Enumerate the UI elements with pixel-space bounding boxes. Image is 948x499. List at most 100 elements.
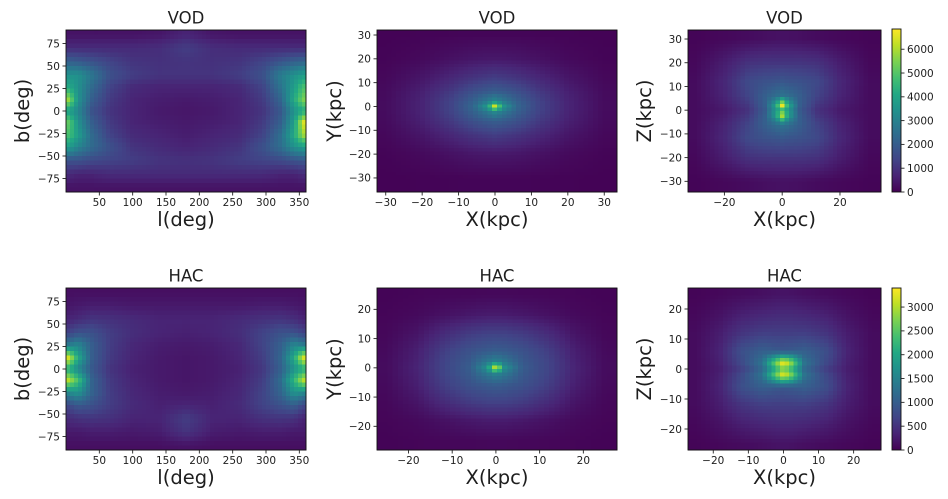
heatmap-cell xyxy=(497,161,503,166)
heatmap-cell xyxy=(194,129,199,134)
heatmap-cell xyxy=(740,58,746,63)
heatmap-cell xyxy=(506,107,512,112)
heatmap-cell xyxy=(530,181,536,186)
heatmap-cell xyxy=(607,36,613,41)
heatmap-cell xyxy=(190,75,195,80)
heatmap-cell xyxy=(569,30,575,34)
heatmap-cell xyxy=(86,52,91,58)
heatmap-cell xyxy=(802,54,807,59)
heatmap-cell xyxy=(415,63,421,68)
heatmap-cell xyxy=(718,37,724,41)
heatmap-cell xyxy=(206,30,211,35)
heatmap-cell xyxy=(178,66,183,71)
heatmap-cell xyxy=(530,43,536,48)
heatmap-cell xyxy=(381,87,387,92)
heatmap-cell xyxy=(66,120,71,125)
heatmap-cell xyxy=(158,57,163,62)
heatmap-cell xyxy=(230,169,235,175)
heatmap-cell xyxy=(138,70,143,76)
heatmap-cell xyxy=(396,138,402,142)
heatmap-cell xyxy=(434,181,440,186)
heatmap-cell xyxy=(377,154,383,159)
heatmap-cell xyxy=(401,104,407,108)
heatmap-cell xyxy=(82,147,87,152)
heatmap-cell xyxy=(497,131,503,135)
heatmap-cell xyxy=(444,63,450,68)
heatmap-cell xyxy=(564,104,570,108)
heatmap-cell xyxy=(258,93,263,98)
heatmap-cell xyxy=(226,111,231,116)
heatmap-cell xyxy=(578,60,584,65)
heatmap-cell xyxy=(242,88,247,94)
heatmap-cell xyxy=(258,102,263,107)
heatmap-cell xyxy=(146,52,151,58)
heatmap-cell xyxy=(588,67,594,71)
heatmap-cell xyxy=(501,138,507,142)
heatmap-cell xyxy=(727,33,733,38)
heatmap-cell xyxy=(126,97,131,103)
heatmap-cell xyxy=(377,161,383,166)
heatmap-cell xyxy=(182,174,187,179)
heatmap-cell xyxy=(162,115,167,121)
heatmap-cell xyxy=(463,181,469,186)
heatmap-cell xyxy=(569,67,575,71)
heatmap-cell xyxy=(230,165,235,170)
heatmap-cell xyxy=(218,174,223,179)
heatmap-cell xyxy=(166,187,171,193)
heatmap-cell xyxy=(106,70,111,76)
heatmap-cell xyxy=(198,156,203,161)
heatmap-cell xyxy=(545,90,551,95)
heatmap-cell xyxy=(749,30,755,34)
heatmap-cell xyxy=(578,151,584,156)
heatmap-cell xyxy=(463,43,469,48)
heatmap-cell xyxy=(82,129,87,134)
heatmap-cell xyxy=(823,37,829,41)
heatmap-cell xyxy=(453,67,459,71)
heatmap-cell xyxy=(262,169,267,175)
heatmap-cell xyxy=(578,100,584,105)
heatmap-cell xyxy=(82,160,87,166)
heatmap-cell xyxy=(198,88,203,94)
heatmap-cell xyxy=(158,30,163,35)
heatmap-cell xyxy=(612,127,618,132)
heatmap-cell xyxy=(274,120,279,125)
heatmap-cell xyxy=(302,75,307,80)
heatmap-cell xyxy=(593,188,599,193)
heatmap-cell xyxy=(559,161,565,166)
heatmap-cell xyxy=(222,66,227,71)
heatmap-cell xyxy=(473,138,479,142)
heatmap-cell xyxy=(206,133,211,139)
heatmap-cell xyxy=(86,183,91,188)
heatmap-cell xyxy=(463,161,469,166)
heatmap-cell xyxy=(745,37,750,41)
heatmap-cell xyxy=(463,104,469,108)
heatmap-cell xyxy=(210,102,215,107)
heatmap-cell xyxy=(872,54,877,59)
heatmap-cell xyxy=(521,73,527,78)
heatmap-cell xyxy=(449,151,455,156)
heatmap-cell xyxy=(415,87,421,92)
heatmap-cell xyxy=(612,63,618,68)
heatmap-cell xyxy=(444,84,450,88)
heatmap-cell xyxy=(458,77,464,81)
heatmap-cell xyxy=(74,124,79,130)
heatmap-cell xyxy=(142,160,147,166)
heatmap-cell xyxy=(477,131,483,135)
heatmap-cell xyxy=(98,84,103,89)
heatmap-cell xyxy=(246,57,251,62)
heatmap-cell xyxy=(114,156,119,161)
heatmap-cell xyxy=(823,47,829,52)
heatmap-cell xyxy=(530,175,536,179)
heatmap-cell xyxy=(815,44,820,48)
heatmap-cell xyxy=(597,138,603,142)
heatmap-cell xyxy=(74,61,79,67)
heatmap-cell xyxy=(302,160,307,166)
heatmap-cell xyxy=(477,80,483,85)
heatmap-cell xyxy=(458,67,464,71)
heatmap-cell xyxy=(714,54,720,59)
heatmap-cell xyxy=(126,156,131,161)
heatmap-cell xyxy=(90,115,95,121)
heatmap-cell xyxy=(593,121,599,125)
heatmap-cell xyxy=(391,94,397,98)
heatmap-cell xyxy=(444,111,450,115)
